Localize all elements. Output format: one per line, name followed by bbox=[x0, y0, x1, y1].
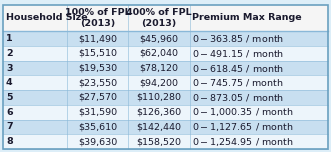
Text: $110,280: $110,280 bbox=[136, 93, 181, 102]
Text: Premium Max Range: Premium Max Range bbox=[192, 13, 302, 22]
Text: $0 - $618.45 / month: $0 - $618.45 / month bbox=[192, 63, 284, 74]
Text: $0 - $1,254.95 / month: $0 - $1,254.95 / month bbox=[192, 136, 293, 148]
Text: $23,550: $23,550 bbox=[78, 78, 117, 87]
Text: Household Size: Household Size bbox=[6, 13, 88, 22]
Bar bbox=[3, 90, 328, 105]
Text: $39,630: $39,630 bbox=[78, 137, 117, 146]
Bar bbox=[3, 46, 328, 61]
Text: $0 - $1,127.65 / month: $0 - $1,127.65 / month bbox=[192, 121, 293, 133]
Text: 400% of FPL
(2013): 400% of FPL (2013) bbox=[126, 8, 192, 28]
Bar bbox=[3, 61, 328, 75]
Text: $158,520: $158,520 bbox=[136, 137, 181, 146]
Bar bbox=[3, 105, 328, 119]
Text: 1: 1 bbox=[6, 34, 13, 43]
Text: $0 - $873.05 / month: $0 - $873.05 / month bbox=[192, 92, 284, 103]
Text: $19,530: $19,530 bbox=[78, 64, 117, 73]
Text: 4: 4 bbox=[6, 78, 13, 87]
Text: $11,490: $11,490 bbox=[78, 34, 117, 43]
Text: $142,440: $142,440 bbox=[136, 122, 181, 131]
Bar bbox=[3, 5, 328, 31]
Text: $45,960: $45,960 bbox=[139, 34, 178, 43]
Text: 7: 7 bbox=[6, 122, 13, 131]
Text: 8: 8 bbox=[6, 137, 13, 146]
Bar bbox=[3, 134, 328, 149]
Bar bbox=[3, 119, 328, 134]
Text: $27,570: $27,570 bbox=[78, 93, 117, 102]
Bar bbox=[3, 31, 328, 46]
Text: $62,040: $62,040 bbox=[139, 49, 178, 58]
Text: 3: 3 bbox=[6, 64, 13, 73]
Text: 2: 2 bbox=[6, 49, 13, 58]
Text: $94,200: $94,200 bbox=[139, 78, 178, 87]
Text: $0 - $363.85 / month: $0 - $363.85 / month bbox=[192, 33, 284, 44]
Text: 100% of FPL
(2013): 100% of FPL (2013) bbox=[65, 8, 130, 28]
Text: $31,590: $31,590 bbox=[78, 108, 117, 117]
Text: $35,610: $35,610 bbox=[78, 122, 117, 131]
Text: $0 - $745.75 / month: $0 - $745.75 / month bbox=[192, 77, 283, 88]
Text: 5: 5 bbox=[6, 93, 13, 102]
Text: $0 - $1,000.35 / month: $0 - $1,000.35 / month bbox=[192, 106, 293, 118]
Text: $78,120: $78,120 bbox=[139, 64, 178, 73]
Text: 6: 6 bbox=[6, 108, 13, 117]
Text: $15,510: $15,510 bbox=[78, 49, 117, 58]
Bar bbox=[3, 75, 328, 90]
Text: $126,360: $126,360 bbox=[136, 108, 182, 117]
Text: $0 - $491.15 / month: $0 - $491.15 / month bbox=[192, 48, 284, 59]
